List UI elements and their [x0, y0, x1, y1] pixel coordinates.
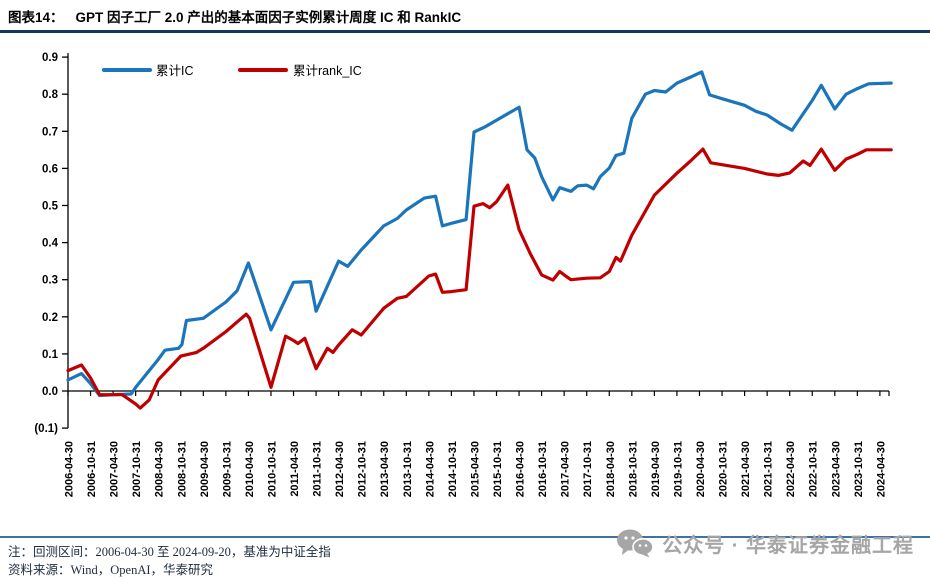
watermark-text: 公众号 · 华泰证券金融工程	[662, 534, 914, 557]
x-tick-label: 2017-04-30	[560, 441, 572, 497]
x-tick-label: 2018-04-30	[605, 441, 617, 497]
x-tick-label: 2009-04-30	[199, 441, 211, 497]
watermark: 公众号 · 华泰证券金融工程	[616, 528, 914, 558]
x-tick-label: 2006-10-31	[86, 441, 98, 497]
x-tick-label: 2021-10-31	[763, 441, 775, 497]
x-tick-label: 2007-10-31	[131, 441, 143, 497]
x-tick-label: 2018-10-31	[627, 441, 639, 497]
x-tick-label: 2007-04-30	[109, 441, 121, 497]
x-tick-label: 2019-04-30	[650, 441, 662, 497]
x-tick-label: 2012-10-31	[357, 441, 369, 497]
x-tick-label: 2023-10-31	[853, 441, 865, 497]
x-tick-label: 2015-04-30	[469, 441, 481, 497]
x-tick-label: 2023-04-30	[830, 441, 842, 497]
figure-title-text: GPT 因子工厂 2.0 产出的基本面因子实例累计周度 IC 和 RankIC	[75, 10, 462, 25]
figure-title: 图表14： GPT 因子工厂 2.0 产出的基本面因子实例累计周度 IC 和 Ra…	[8, 6, 922, 26]
x-tick-label: 2013-04-30	[379, 441, 391, 497]
x-tick-label: 2008-10-31	[176, 441, 188, 497]
y-tick-label: 0.8	[42, 89, 59, 101]
y-tick-label: 0.1	[42, 349, 59, 361]
x-tick-label: 2024-04-30	[875, 441, 887, 497]
x-tick-label: 2006-04-30	[64, 441, 76, 497]
x-tick-label: 2009-10-31	[221, 441, 233, 497]
x-tick-label: 2014-04-30	[424, 441, 436, 497]
y-tick-label: 0.0	[42, 386, 58, 398]
x-tick-label: 2013-10-31	[402, 441, 414, 497]
y-tick-label: (0.1)	[34, 423, 58, 435]
x-tick-label: 2017-10-31	[582, 441, 594, 497]
x-tick-label: 2011-04-30	[289, 441, 301, 497]
cumulative-ic-line	[66, 70, 893, 398]
x-tick-label: 2020-04-30	[695, 441, 707, 497]
x-tick-label: 2019-10-31	[672, 441, 684, 497]
y-tick-label: 0.6	[42, 163, 58, 175]
x-tick-label: 2010-10-31	[266, 441, 278, 497]
ic-rankic-line-chart: 0.9 0.8 0.7 0.6 0.5 0.4 0.3 0.2 0.1 0.0 (0.1) 2006-…	[34, 52, 893, 497]
x-tick-label: 2011-10-31	[312, 441, 324, 497]
y-tick-label: 0.5	[42, 201, 59, 213]
source-note: 资料来源：Wind，OpenAI，华泰研究	[8, 563, 214, 577]
x-tick-label: 2010-04-30	[244, 441, 256, 497]
y-tick-label: 0.4	[42, 238, 59, 250]
y-tick-label: 0.7	[42, 126, 58, 138]
y-tick-label: 0.9	[42, 52, 58, 64]
title-underline	[0, 30, 930, 33]
y-tick-label: 0.2	[42, 312, 58, 324]
x-tick-label: 2016-04-30	[515, 441, 527, 497]
x-tick-label: 2021-04-30	[740, 441, 752, 497]
wechat-icon	[617, 529, 655, 558]
cumulative-rank-ic-line	[66, 147, 893, 410]
x-tick-label: 2022-10-31	[808, 441, 820, 497]
y-tick-label: 0.3	[42, 275, 58, 287]
footer-divider	[0, 536, 930, 538]
x-tick-label: 2022-04-30	[785, 441, 797, 497]
legend-label-0: 累计IC	[156, 64, 194, 78]
x-tick-label: 2012-04-30	[334, 441, 346, 497]
figure-label: 图表14：	[8, 10, 64, 25]
x-tick-label: 2020-10-31	[718, 441, 730, 497]
x-tick-label: 2016-10-31	[537, 441, 549, 497]
legend-label-1: 累计rank_IC	[293, 64, 362, 78]
x-tick-label: 2015-10-31	[492, 441, 504, 497]
x-tick-label: 2014-10-31	[447, 441, 459, 497]
backtest-note: 注：回测区间：2006-04-30 至 2024-09-20，基准为中证全指	[8, 545, 331, 559]
x-tick-label: 2008-04-30	[154, 441, 166, 497]
